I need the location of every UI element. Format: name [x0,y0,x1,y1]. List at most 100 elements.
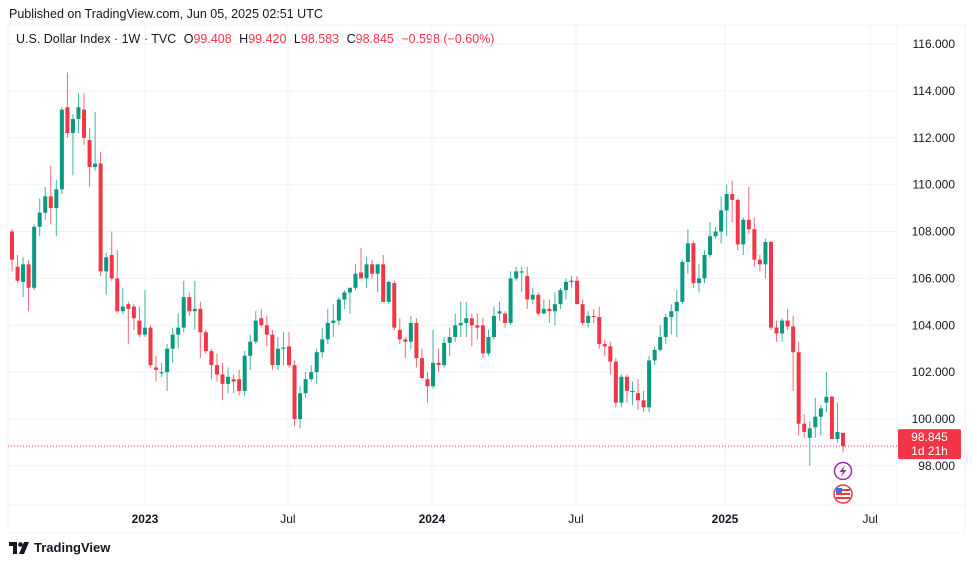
candle-body [586,315,591,323]
candle-body [835,431,840,439]
candle-body [359,272,364,279]
price-tag-value: 98.845 [911,430,948,444]
candle-body [259,318,264,326]
candle-body [275,348,280,366]
candle [159,362,164,377]
candle [104,252,109,295]
candle-body [320,339,325,353]
candle [353,264,358,291]
candle-body [841,432,845,447]
candle [126,301,131,345]
candle-body [564,281,568,291]
price-tick-label: 98.000 [918,459,955,473]
candle-body [397,329,402,340]
candle [381,254,386,302]
symbol-title[interactable]: U.S. Dollar Index · 1W · TVC [16,32,177,46]
low-label: L [293,32,301,46]
tradingview-logo[interactable]: TradingView [9,540,110,555]
candle [109,231,114,281]
lightning-event-icon[interactable] [833,461,853,481]
candle [746,186,751,234]
price-axis[interactable]: 116.000 114.000 112.000 110.000 108.000 106.0… [912,37,956,473]
candle [270,329,275,370]
candle-body [453,325,458,337]
candle-body [220,374,225,384]
time-axis[interactable]: 2023 Jul 2024 Jul 2025 Jul [132,512,878,526]
candle-body [774,327,779,334]
candle-body [381,264,386,302]
candle-body [165,348,170,373]
candle-body [425,379,430,387]
candle-body [392,283,397,328]
candle-body [708,236,713,255]
candle [70,114,75,176]
candle [608,341,613,375]
us-flag-event-icon[interactable] [833,484,853,504]
candle-body [43,196,48,213]
candle-body [203,332,208,352]
candle-body [630,390,635,393]
candle-body [414,322,419,359]
candle [447,327,452,356]
candle-body [54,189,59,209]
candle-body [741,219,746,245]
candle [442,337,447,368]
candle [807,421,812,466]
candle [220,362,225,401]
candle-body [15,266,20,281]
candle [320,327,325,359]
candle [181,280,186,333]
candle [281,332,286,366]
candle [491,306,496,340]
candle-body [519,271,524,273]
candle [652,346,657,366]
candle [735,198,740,251]
candle [65,72,70,138]
candle-body [10,231,14,260]
candle [818,404,823,436]
candle [569,276,574,288]
high-label: H [239,32,249,46]
candle-body [713,231,718,237]
candle-body [475,325,480,328]
candle [813,397,818,438]
candle [575,276,580,305]
candle-body [458,322,463,326]
candle [298,386,303,429]
candle [636,379,641,410]
candle [558,287,563,309]
candle [796,341,801,436]
candle [214,353,219,382]
candle-body [469,318,474,326]
candle-body [26,264,31,288]
candle-body [253,320,258,342]
candle [192,280,197,330]
candle-body [447,337,452,343]
candle-body [347,287,352,293]
candle-body [602,344,607,347]
candle [187,292,192,316]
candle-body [719,210,724,232]
candle [359,247,364,279]
candle-body [314,352,319,373]
time-tick-label: Jul [862,512,877,526]
candle [82,93,87,145]
candle [691,240,696,288]
candle-body [159,372,164,374]
candle [37,198,42,237]
candle-body [148,327,153,366]
candle-body [76,107,81,120]
candle-body [547,308,552,312]
candle-body [685,243,690,262]
candle-body [597,317,602,345]
open-label: O [183,32,194,46]
candle-body [442,342,447,366]
candle-body [486,337,491,354]
candle [591,308,596,323]
candle-body [170,334,175,349]
candle [602,339,607,356]
candle-body [763,242,768,265]
candle [552,292,557,326]
candle-body [154,367,159,370]
